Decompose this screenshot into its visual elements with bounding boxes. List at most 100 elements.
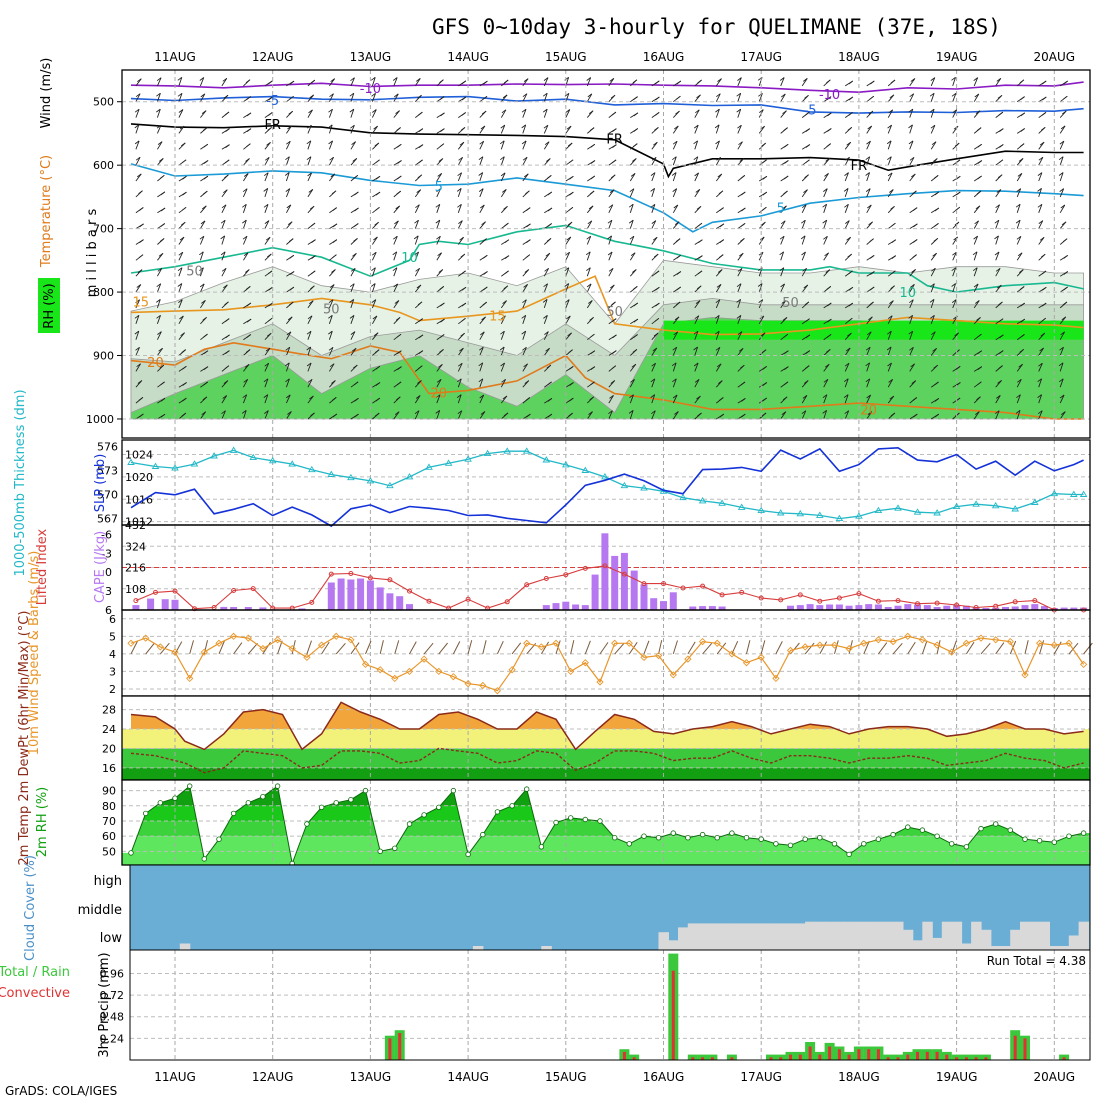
wind-barb: [672, 125, 679, 134]
wind-barb-feather: [202, 396, 208, 401]
wind-barb: [930, 108, 935, 118]
wind-barb: [178, 267, 183, 277]
wind-barb-feather: [848, 96, 854, 101]
low-cloud-bar: [883, 921, 894, 950]
wind-barb-feather: [994, 251, 1000, 256]
wind-barb: [500, 189, 507, 198]
wind-barb-feather: [246, 143, 251, 148]
low-cloud-bar: [766, 923, 777, 950]
wind-barb: [651, 220, 657, 229]
wind-barb: [543, 268, 549, 277]
contour-label: -5: [266, 94, 279, 109]
wind-speed-marker: [347, 636, 355, 644]
wind-barb-feather: [287, 411, 292, 415]
wind-barb: [500, 172, 506, 182]
wind-barb-feather: [287, 125, 292, 130]
wind-barb: [694, 315, 700, 324]
wind-barb: [930, 93, 935, 102]
thickness-marker: [127, 458, 135, 465]
wind-barb: [277, 640, 283, 655]
wind-barb-feather: [822, 203, 827, 208]
low-cloud-bar: [1078, 921, 1090, 950]
cape-tick-label: 216: [125, 562, 146, 575]
humidity-marker: [626, 841, 632, 847]
panel-frame: [121, 69, 1091, 439]
wind-barb-feather: [760, 332, 766, 337]
low-cloud-bar: [668, 940, 679, 950]
low-cloud-bar: [961, 943, 972, 950]
wind-barb-feather: [1040, 253, 1046, 258]
wind-barb-feather: [693, 346, 698, 351]
wind-barb-feather: [999, 128, 1004, 132]
contour-label: 15: [489, 310, 506, 325]
credit-label: GrADS: COLA/IGES: [5, 1084, 117, 1098]
wind-barb: [1038, 378, 1043, 388]
wind-barb-feather: [524, 380, 530, 384]
wind-barb-feather: [887, 124, 892, 129]
humidity-marker: [743, 835, 750, 841]
wind-barb: [973, 77, 979, 87]
wind-barb-feather: [1040, 126, 1046, 131]
wind-barb-feather: [672, 346, 677, 351]
wind-barb-feather: [931, 267, 936, 272]
wind-barb-feather: [590, 333, 595, 338]
wind-barb-feather: [1058, 172, 1064, 176]
humidity-marker: [861, 841, 867, 847]
wind-barb: [694, 189, 701, 198]
wind-barb: [651, 204, 656, 213]
wind-barb: [233, 642, 243, 655]
date-tick-label: 14AUG: [447, 1070, 489, 1084]
lifted-index-marker: [1012, 599, 1018, 605]
thickness-marker: [444, 459, 453, 466]
wind-barb-feather: [804, 94, 809, 99]
wind-barb: [178, 252, 184, 261]
wind-barb-feather: [1041, 302, 1047, 307]
wind-barb-feather: [349, 315, 355, 319]
wind-speed-marker: [698, 637, 707, 646]
wind-barb-feather: [632, 158, 637, 162]
wind-barb-feather: [654, 317, 660, 322]
temp-tick-label: 20: [102, 742, 116, 755]
wind-barb-feather: [1041, 80, 1047, 85]
wind-barb: [156, 108, 161, 118]
wind-barb-feather: [177, 76, 183, 81]
wind-barb-feather: [395, 205, 400, 210]
wind-barb-feather: [329, 156, 334, 161]
wind-barb-feather: [934, 207, 940, 212]
wind-barb-feather: [930, 124, 936, 129]
low-cloud-bar: [756, 923, 767, 950]
wind-barb-feather: [826, 286, 832, 290]
wind-barb-feather: [544, 331, 549, 335]
wind-barb-feather: [631, 363, 637, 368]
wind-barb-feather: [933, 158, 938, 162]
wind-barb: [586, 251, 591, 261]
wind-barb: [629, 188, 635, 198]
wind-barb: [285, 156, 290, 166]
humidity-marker: [157, 800, 163, 806]
wind-barb-feather: [500, 362, 505, 367]
thickness-marker: [991, 501, 1000, 509]
date-tick-label: 20AUG: [1034, 50, 1076, 64]
wind-barb: [414, 268, 420, 277]
wind-speed-marker: [464, 680, 472, 688]
wind-barb: [629, 236, 635, 245]
wind-barb-feather: [221, 410, 226, 415]
wind-barb-feather: [264, 220, 270, 224]
wind-barb-feather: [865, 188, 871, 192]
wind-barb-feather: [1019, 143, 1025, 147]
wind-barb-feather: [673, 331, 678, 336]
thickness-marker: [855, 512, 863, 519]
wind-barb-feather: [908, 140, 914, 145]
wind-barb-feather: [353, 174, 359, 179]
wind-barb: [436, 379, 442, 388]
wind-barb-feather: [779, 251, 784, 256]
lifted-index-marker: [661, 581, 666, 587]
wind-barb-feather: [372, 315, 378, 320]
wind-barb-feather: [783, 175, 789, 180]
wind-barb-feather: [715, 108, 720, 113]
wind-barb: [543, 77, 549, 87]
wind-barb-feather: [285, 378, 290, 383]
wind-barb-feather: [392, 251, 397, 256]
wind-barb-feather: [998, 365, 1003, 369]
wind-barb: [243, 173, 249, 182]
